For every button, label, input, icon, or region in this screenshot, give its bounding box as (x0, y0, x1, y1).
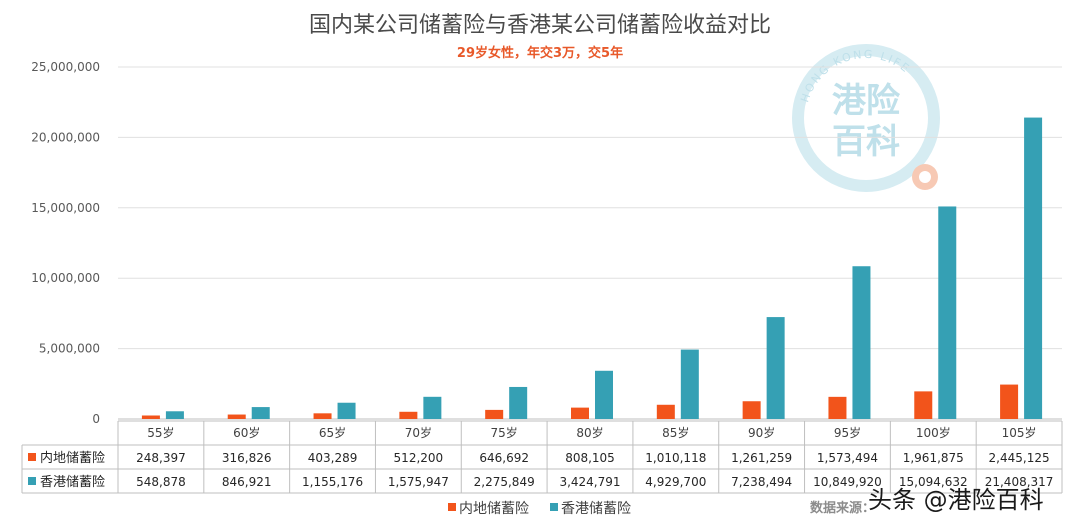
category-label: 60岁 (233, 425, 260, 440)
y-tick-label: 10,000,000 (31, 271, 100, 285)
legend-label: 香港储蓄险 (561, 501, 631, 517)
category-label: 70岁 (405, 425, 432, 440)
row-label: 内地储蓄险 (40, 450, 105, 466)
bar-mainland (313, 413, 332, 419)
category-label: 85岁 (662, 425, 689, 440)
bar-mainland (1000, 384, 1019, 419)
bar-hongkong (766, 317, 785, 419)
bar-hongkong (337, 402, 356, 419)
legend-marker (448, 503, 456, 511)
data-label: 21,408,317 (985, 475, 1054, 489)
category-label: 95岁 (834, 425, 861, 440)
bars (141, 117, 1043, 420)
category-label: 90岁 (748, 425, 775, 440)
data-label: 316,826 (222, 451, 272, 465)
logo-line-2: 百科 (832, 122, 900, 162)
y-tick-label: 25,000,000 (31, 60, 100, 74)
source-note: 数据来源： (810, 500, 875, 516)
bar-hongkong (251, 407, 270, 419)
chart-subtitle: 29岁女性，年交3万，交5年 (457, 45, 623, 61)
watermark: 头条 @港险百科 (868, 486, 1044, 514)
data-label: 512,200 (394, 451, 444, 465)
data-label: 4,929,700 (645, 475, 706, 489)
data-label: 808,105 (565, 451, 615, 465)
row-legend-marker (28, 453, 36, 461)
row-legend-marker (28, 477, 36, 485)
data-label: 15,094,632 (899, 475, 968, 489)
bar-mainland (828, 396, 847, 419)
y-tick-label: 15,000,000 (31, 201, 100, 215)
data-label: 248,397 (136, 451, 186, 465)
data-label: 3,424,791 (559, 475, 620, 489)
logo: HONG KONG LIFE 港险 百科 (792, 44, 940, 192)
bar-hongkong (852, 266, 871, 419)
category-label: 75岁 (491, 425, 518, 440)
bar-hongkong (938, 206, 957, 419)
y-tick-label: 20,000,000 (31, 130, 100, 144)
data-label: 846,921 (222, 475, 272, 489)
bar-mainland (399, 411, 418, 419)
y-tick-label: 0 (92, 412, 100, 426)
data-label: 1,261,259 (731, 451, 792, 465)
data-label: 1,155,176 (302, 475, 363, 489)
bar-mainland (914, 391, 933, 419)
bar-hongkong (509, 386, 528, 419)
data-label: 10,849,920 (813, 475, 882, 489)
data-label: 1,575,947 (388, 475, 449, 489)
y-tick-label: 5,000,000 (39, 342, 100, 356)
logo-line-1: 港险 (832, 81, 901, 121)
category-label: 55岁 (147, 425, 174, 440)
legend-marker (550, 503, 558, 511)
bar-hongkong (595, 370, 613, 419)
data-label: 646,692 (479, 451, 529, 465)
bar-mainland (571, 407, 589, 419)
bar-mainland (742, 401, 761, 419)
bar-hongkong (423, 396, 442, 419)
bar-hongkong (680, 349, 699, 419)
data-label: 403,289 (308, 451, 358, 465)
data-label: 1,010,118 (645, 451, 706, 465)
data-table: 55岁 60岁 65岁 70岁 75岁 80岁 85岁 90岁 95岁 100岁 105岁内地储蓄险… (21, 420, 1063, 494)
bar-hongkong (165, 411, 184, 419)
data-label: 2,275,849 (474, 475, 535, 489)
category-label: 105岁 (1002, 425, 1037, 440)
bar-mainland (485, 409, 504, 419)
legend-label: 内地储蓄险 (459, 501, 529, 517)
bar-mainland (227, 414, 246, 419)
bar-mainland (656, 404, 675, 419)
legend: 内地储蓄险 香港储蓄险 (448, 501, 631, 517)
category-label: 100岁 (916, 425, 951, 440)
data-label: 2,445,125 (989, 451, 1050, 465)
chart-title: 国内某公司储蓄险与香港某公司储蓄险收益对比 (309, 13, 771, 38)
y-axis-ticks: 0 5,000,000 10,000,000 15,000,000 20,000,000… (31, 60, 100, 426)
bar-hongkong (1024, 117, 1043, 420)
data-label: 1,573,494 (817, 451, 878, 465)
data-label: 7,238,494 (731, 475, 792, 489)
category-label: 80岁 (576, 425, 603, 440)
row-label: 香港储蓄险 (40, 475, 105, 490)
grid (118, 66, 1062, 420)
bar-mainland (141, 415, 160, 419)
category-label: 65岁 (319, 425, 346, 440)
data-label: 548,878 (136, 475, 186, 489)
data-label: 1,961,875 (903, 451, 964, 465)
